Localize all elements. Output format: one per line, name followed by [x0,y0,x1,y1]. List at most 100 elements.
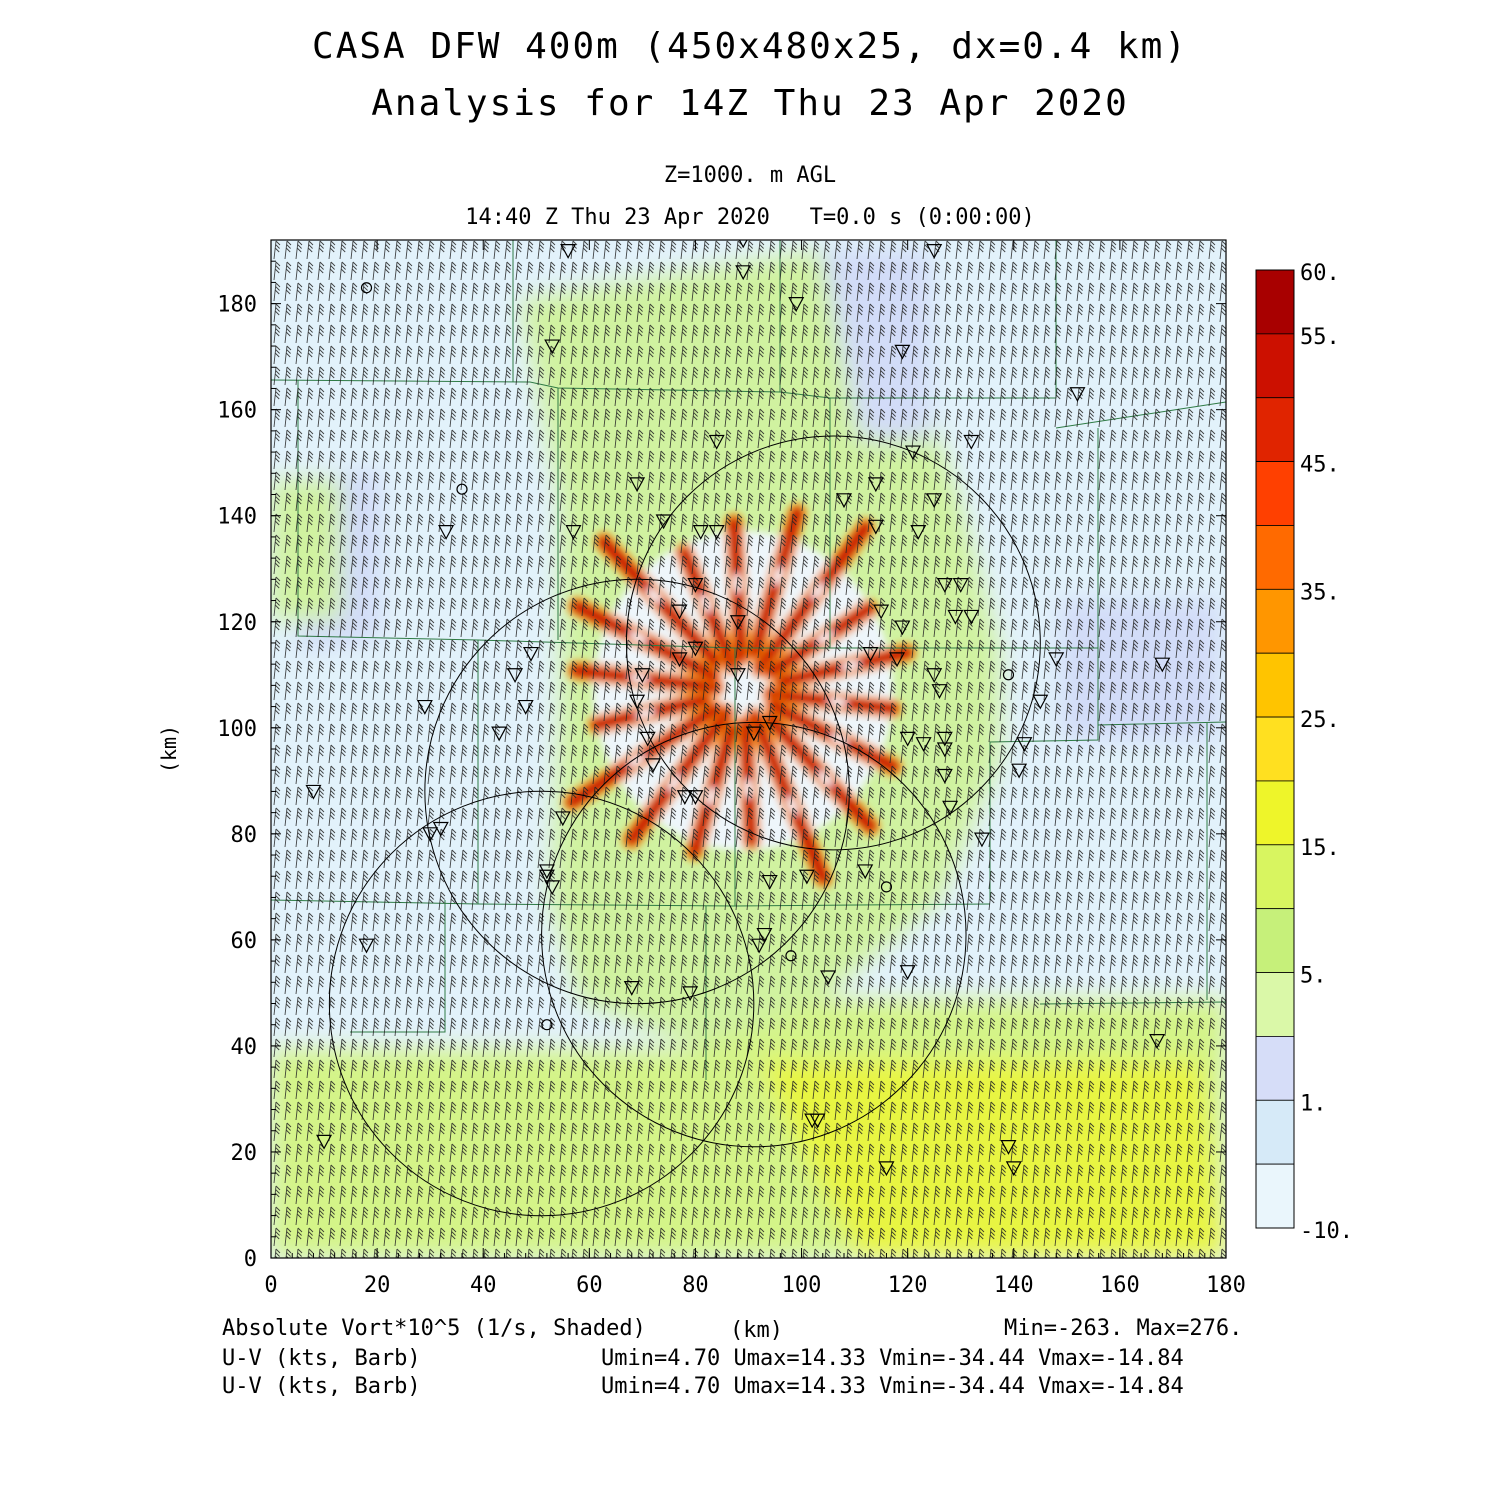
station-triangle [729,615,746,631]
station-triangle [1154,657,1171,673]
level-label: Z=1000. m AGL [663,163,837,188]
x-tick-label: 100 [782,1273,822,1298]
station-triangle [894,620,911,636]
chart-title: CASA DFW 400m (450x480x25, dx=0.4 km) [312,26,1188,67]
y-tick-label: 40 [231,1035,258,1060]
station-triangle [904,445,921,461]
station-triangle [862,646,879,662]
station-triangle [867,477,884,493]
station-triangle [910,525,927,540]
colorbar-bin [1255,397,1295,463]
x-tick-label: 180 [1206,1273,1246,1298]
radar-range-ring [541,721,967,1148]
colorbar-bin [1255,1163,1295,1229]
station-triangle [544,880,561,896]
station-triangle [1005,1161,1022,1177]
station-triangle [857,864,874,880]
footer-field3: U-V (kts, Barb) [222,1374,421,1399]
colorbar-bin [1255,780,1295,846]
y-tick-label: 120 [217,611,257,636]
station-triangle [655,514,672,530]
station-triangle [692,525,709,540]
station-triangle [809,1113,826,1129]
y-tick-label: 20 [231,1141,258,1166]
station-triangle [942,800,959,816]
station-triangle [894,344,911,360]
y-tick-label: 160 [217,399,257,424]
station-triangle [682,986,699,1002]
colorbar-bin [1255,972,1295,1037]
station-triangle [931,684,948,699]
footer-minmax: Min=-263. Max=276. [1004,1316,1243,1341]
station-triangle [522,646,539,662]
station-circle [1002,669,1015,681]
station-circle [880,881,893,893]
radar-range-ring [625,435,1041,851]
colorbar-bin [1255,1036,1295,1101]
station-circle [456,483,468,495]
x-tick-label: 60 [576,1273,603,1298]
station-triangle [432,821,449,837]
station-triangle [963,434,980,450]
station-triangle [1016,737,1033,752]
y-tick-label: 180 [217,293,257,318]
radar-range-ring [424,578,850,1005]
x-tick-label: 20 [364,1273,391,1298]
colorbar-bin [1255,269,1295,335]
x-tick-label: 0 [264,1273,277,1298]
station-triangle [671,652,688,668]
station-circle [541,1019,553,1031]
y-tick-label: 0 [244,1247,257,1272]
station-triangle [936,742,953,758]
station-triangle [926,493,943,509]
station-triangle [788,297,805,312]
station-triangle [1032,694,1049,710]
colorbar-label: 25. [1300,708,1340,733]
station-triangle [708,434,725,450]
station-triangle [867,519,884,535]
colorbar-label: 5. [1300,964,1327,989]
station-triangle [491,726,508,742]
station-triangle [708,525,725,540]
y-tick-label: 80 [231,823,258,848]
station-triangle [687,578,704,593]
colorbar-bin [1255,652,1295,718]
x-tick-label: 120 [888,1273,928,1298]
station-circle [360,282,373,294]
station-triangle [1000,1140,1017,1155]
colorbar-label: -10. [1300,1219,1353,1244]
colorbar: 60. 55. 45. 35. 25. 15. 5. 1. -10. [1255,261,1353,1244]
station-triangle [820,970,837,986]
station-triangle [899,965,916,980]
x-axis: 0 20 40 60 80 100 120 140 160 180 [264,240,1246,1298]
y-tick-label: 140 [217,505,257,530]
time-label: 14:40 Z Thu 23 Apr 2020 T=0.0 s (0:00:00… [465,205,1035,230]
station-triangle [671,604,688,620]
station-triangle [735,265,752,281]
colorbar-bin [1255,716,1295,782]
station-triangle [565,525,582,540]
station-triangle [973,832,990,848]
station-triangle [751,938,768,954]
station-triangle [687,641,704,657]
station-triangle [629,477,646,493]
x-tick-label: 160 [1100,1273,1140,1298]
y-axis: 0 20 40 60 80 100 120 140 160 180 [217,239,1226,1272]
x-tick-label: 140 [994,1273,1034,1298]
station-triangle [358,938,375,954]
colorbar-bin [1255,844,1295,910]
station-triangle [756,927,773,943]
station-triangle [416,699,433,715]
station-triangle [639,731,656,747]
chart-subtitle: Analysis for 14Z Thu 23 Apr 2020 [371,83,1129,124]
station-triangle [554,811,571,827]
radar-range-rings [328,435,1041,1217]
footer-stats3: Umin=4.70 Umax=14.33 Vmin=-34.44 Vmax=-1… [601,1374,1184,1399]
plot-area [271,240,1226,1258]
station-triangle [947,609,964,625]
station-triangle [936,768,953,784]
y-tick-label: 100 [217,717,257,742]
colorbar-bin [1255,461,1295,526]
station-triangle [644,758,662,774]
